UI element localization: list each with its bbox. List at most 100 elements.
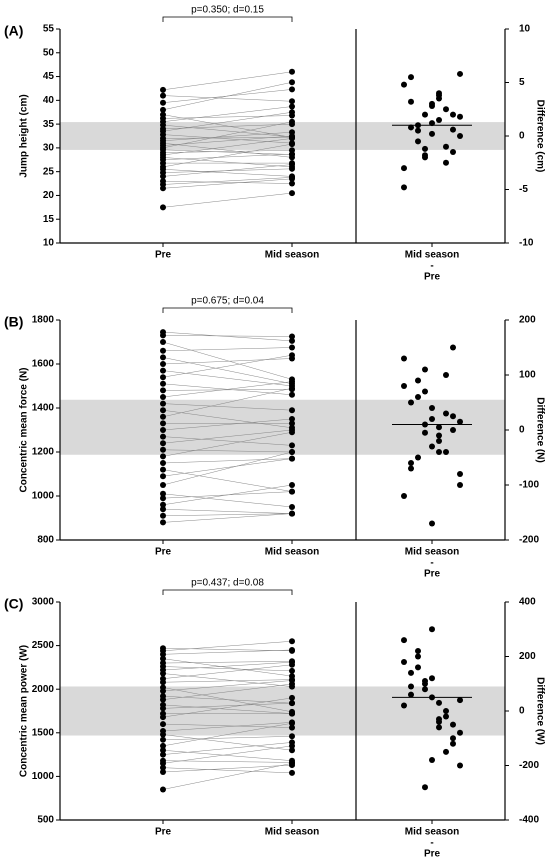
pair-line — [162, 666, 293, 672]
mid-dot — [289, 694, 295, 701]
difference-dot — [429, 120, 435, 127]
pre-dot — [160, 86, 166, 93]
mid-dot — [289, 180, 295, 187]
y-tick-label: 40 — [43, 95, 55, 106]
pre-dot — [160, 684, 166, 691]
difference-dot — [443, 372, 449, 378]
x-tick-label: Mid season — [265, 547, 319, 558]
significance-bracket — [162, 16, 293, 22]
difference-dot — [457, 70, 463, 77]
y2-axis-label: Difference (cm) — [534, 100, 545, 173]
pre-dot — [160, 339, 166, 345]
pair-line — [162, 149, 293, 155]
pre-dot — [160, 660, 166, 667]
difference-dot — [401, 165, 407, 172]
mid-dot — [289, 638, 295, 645]
y-tick-label: 15 — [43, 214, 55, 225]
pre-dot — [160, 751, 166, 758]
mid-dot — [289, 355, 295, 362]
pre-dot — [160, 354, 166, 361]
y2-tick-label: -5 — [519, 184, 528, 195]
difference-dot — [436, 438, 442, 444]
mid-dot — [289, 134, 295, 141]
pair-line — [162, 513, 293, 517]
difference-dot — [422, 686, 428, 693]
pre-dot — [160, 380, 166, 387]
difference-dot — [450, 740, 456, 747]
pair-line — [162, 383, 293, 396]
y2-tick-label: 0 — [519, 131, 525, 142]
pre-dot — [160, 501, 166, 508]
difference-dot — [436, 699, 442, 706]
x-tick-label: Pre — [424, 569, 441, 580]
pre-dot — [160, 106, 166, 113]
y-tick-label: 500 — [37, 815, 54, 826]
pair-line — [162, 734, 293, 751]
y-tick-label: 1400 — [32, 403, 55, 414]
pair-line — [162, 760, 293, 763]
pre-dot — [160, 446, 166, 453]
difference-dot — [429, 675, 435, 682]
difference-dot — [457, 471, 463, 477]
difference-dot — [457, 418, 463, 425]
pair-line — [162, 723, 293, 728]
pair-line — [162, 409, 293, 429]
difference-dot — [422, 366, 428, 373]
difference-dot — [422, 152, 428, 159]
difference-dot — [457, 133, 463, 139]
x-tick-label: Pre — [155, 827, 172, 838]
difference-dot — [443, 143, 449, 150]
difference-dot — [429, 103, 435, 110]
pair-line — [162, 736, 293, 741]
difference-dot — [436, 449, 442, 455]
pair-line — [162, 704, 293, 714]
difference-dot — [415, 377, 421, 384]
x-tick-label: Mid season — [405, 250, 459, 261]
x-tick-label: Mid season — [265, 250, 319, 261]
pair-line — [162, 683, 293, 700]
pre-dot — [160, 361, 166, 367]
pair-line — [162, 341, 293, 380]
pair-line — [162, 354, 293, 378]
difference-dot — [436, 716, 442, 723]
pair-line — [162, 640, 293, 652]
mid-dot — [289, 333, 295, 340]
pair-line — [162, 763, 293, 790]
pre-dot — [160, 675, 166, 682]
mid-dot — [289, 380, 295, 387]
mid-dot — [289, 154, 295, 161]
x-tick-label: Mid season — [265, 827, 319, 838]
difference-dot — [443, 159, 449, 166]
pair-line — [162, 389, 293, 391]
pair-line — [162, 491, 293, 499]
pair-line — [162, 347, 293, 352]
pre-dot — [160, 407, 166, 414]
difference-dot — [450, 149, 456, 156]
mid-dot — [289, 667, 295, 674]
mid-dot — [289, 337, 295, 344]
difference-dot — [450, 413, 456, 420]
pre-dot — [160, 427, 166, 433]
y2-tick-label: -100 — [519, 480, 539, 491]
pair-line — [162, 157, 293, 168]
difference-dot — [401, 355, 407, 362]
difference-dot — [443, 748, 449, 755]
pre-dot — [160, 374, 166, 381]
pre-dot — [160, 178, 166, 185]
difference-dot — [415, 648, 421, 655]
pair-line — [162, 124, 293, 138]
mid-dot — [289, 647, 295, 654]
mid-dot — [289, 757, 295, 764]
pair-line — [162, 168, 293, 173]
mid-dot — [289, 68, 295, 75]
pair-line — [162, 680, 293, 692]
pre-dot — [160, 736, 166, 743]
x-tick-label: - — [430, 261, 433, 272]
difference-dot — [422, 784, 428, 791]
mid-dot — [289, 673, 295, 680]
x-tick-label: Mid season — [405, 827, 459, 838]
pair-line — [162, 702, 293, 709]
y-tick-label: 55 — [43, 24, 55, 35]
mid-dot — [289, 112, 295, 119]
